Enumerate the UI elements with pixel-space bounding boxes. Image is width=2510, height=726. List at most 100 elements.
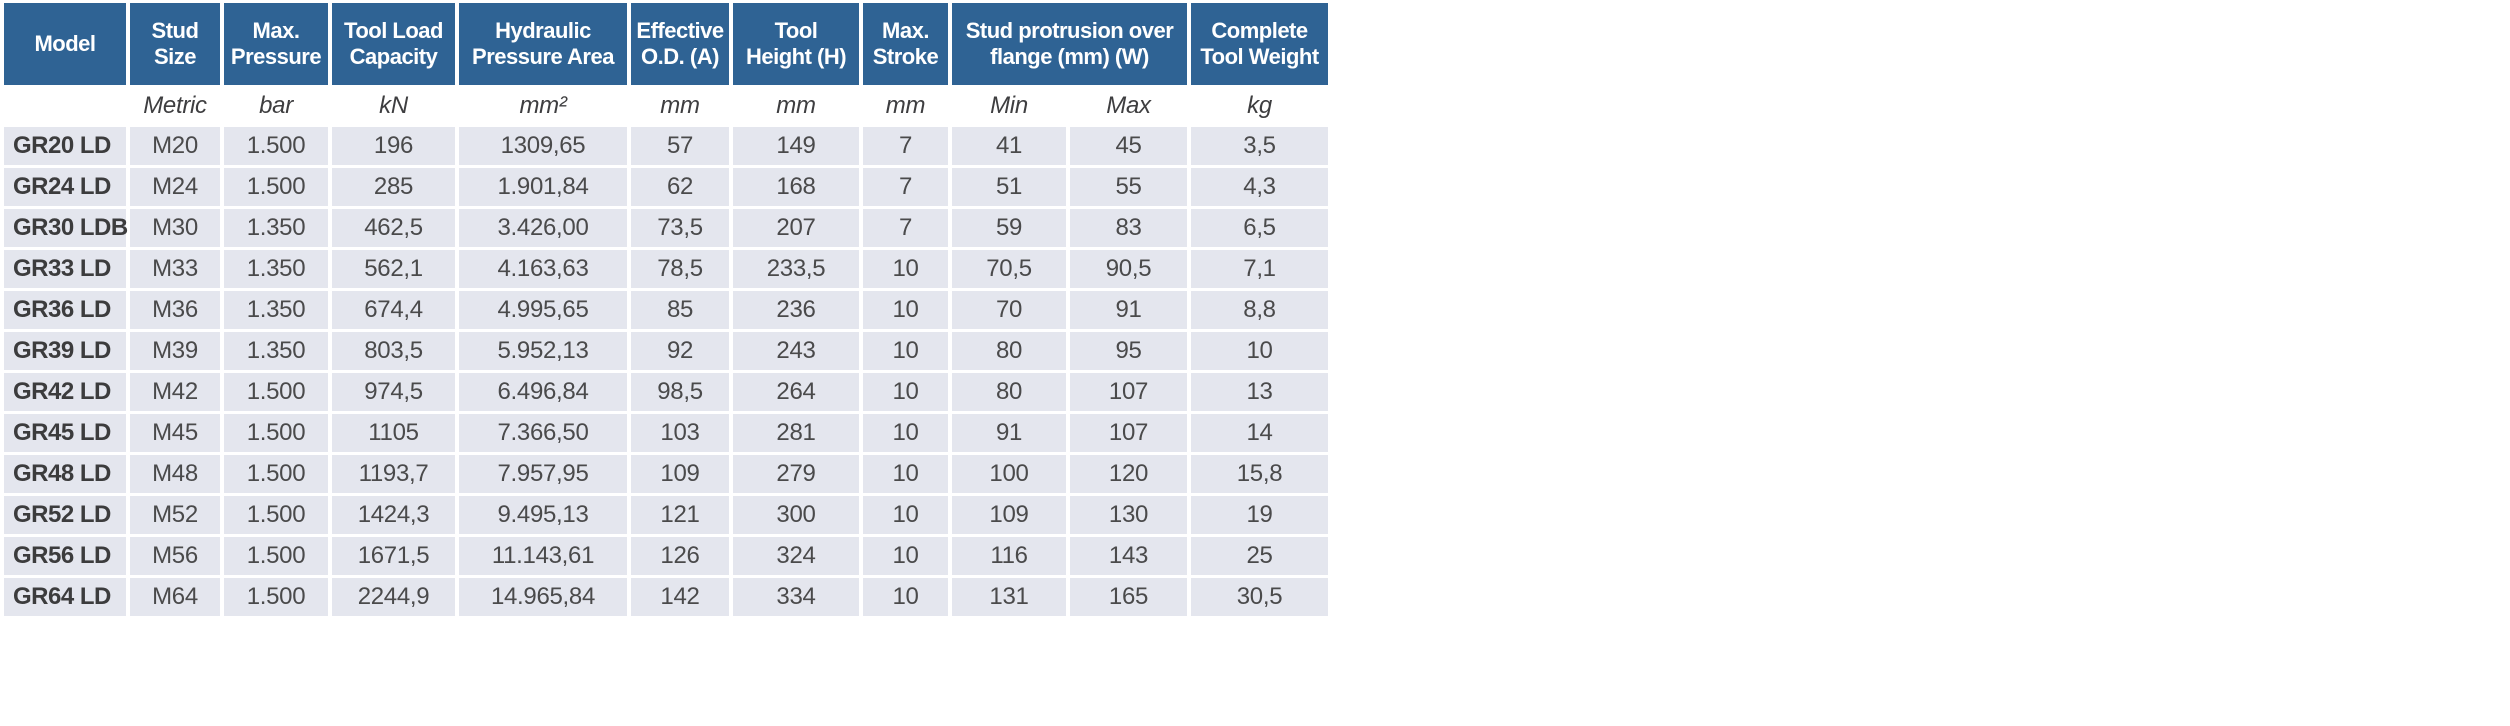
data-cell: 13: [1191, 373, 1328, 411]
col-header-stud-size: Stud Size: [130, 3, 220, 85]
table-row: GR33 LD M33 1.350 562,1 4.163,63 78,5 233,5 10 7…: [4, 250, 1328, 288]
model-cell: GR45 LD: [4, 414, 126, 452]
data-cell: 30,5: [1191, 578, 1328, 616]
data-cell: 10: [1191, 332, 1328, 370]
data-cell: 1.350: [224, 332, 328, 370]
table-body: GR20 LD M20 1.500 196 1309,65 57 149 7 41 45 3,5 GR…: [4, 127, 1328, 616]
data-cell: 5.952,13: [459, 332, 627, 370]
data-cell: M20: [130, 127, 220, 165]
data-cell: 233,5: [733, 250, 859, 288]
table-row: GR36 LD M36 1.350 674,4 4.995,65 85 236 10 70 91 8…: [4, 291, 1328, 329]
data-cell: M39: [130, 332, 220, 370]
model-cell: GR39 LD: [4, 332, 126, 370]
data-cell: 11.143,61: [459, 537, 627, 575]
col-header-effective-od: Effective O.D. (A): [631, 3, 729, 85]
table-row: GR20 LD M20 1.500 196 1309,65 57 149 7 41 45 3,5: [4, 127, 1328, 165]
model-cell: GR20 LD: [4, 127, 126, 165]
model-cell: GR33 LD: [4, 250, 126, 288]
table-row: GR52 LD M52 1.500 1424,3 9.495,13 121 300 10 109…: [4, 496, 1328, 534]
col-header-max-pressure: Max. Pressure: [224, 3, 328, 85]
data-cell: 90,5: [1070, 250, 1187, 288]
data-cell: 285: [332, 168, 455, 206]
table-row: GR45 LD M45 1.500 1105 7.366,50 103 281 10 91 107…: [4, 414, 1328, 452]
unit-model: [4, 88, 126, 124]
col-header-max-stroke: Max. Stroke: [863, 3, 948, 85]
col-header-hydraulic-pressure-area: Hydraulic Pressure Area: [459, 3, 627, 85]
data-cell: M52: [130, 496, 220, 534]
table-row: GR30 LDB M30 1.350 462,5 3.426,00 73,5 207 7 59 8…: [4, 209, 1328, 247]
data-cell: 80: [952, 373, 1066, 411]
data-cell: 6.496,84: [459, 373, 627, 411]
data-cell: 130: [1070, 496, 1187, 534]
data-cell: 121: [631, 496, 729, 534]
data-cell: 6,5: [1191, 209, 1328, 247]
data-cell: 45: [1070, 127, 1187, 165]
data-cell: 126: [631, 537, 729, 575]
data-cell: 91: [1070, 291, 1187, 329]
data-cell: 4,3: [1191, 168, 1328, 206]
unit-max-pressure: bar: [224, 88, 328, 124]
data-cell: 1.350: [224, 291, 328, 329]
data-cell: 196: [332, 127, 455, 165]
model-cell: GR56 LD: [4, 537, 126, 575]
data-cell: 143: [1070, 537, 1187, 575]
unit-protrusion-min: Min: [952, 88, 1066, 124]
model-cell: GR36 LD: [4, 291, 126, 329]
data-cell: 243: [733, 332, 859, 370]
model-cell: GR64 LD: [4, 578, 126, 616]
tool-spec-table: Model Stud Size Max. Pressure Tool Load …: [0, 0, 1332, 619]
data-cell: 103: [631, 414, 729, 452]
data-cell: 1.350: [224, 209, 328, 247]
data-cell: 73,5: [631, 209, 729, 247]
model-cell: GR24 LD: [4, 168, 126, 206]
unit-complete-tool-weight: kg: [1191, 88, 1328, 124]
unit-effective-od: mm: [631, 88, 729, 124]
data-cell: 70,5: [952, 250, 1066, 288]
table-row: GR56 LD M56 1.500 1671,5 11.143,61 126 324 10 11…: [4, 537, 1328, 575]
data-cell: 107: [1070, 414, 1187, 452]
data-cell: 264: [733, 373, 859, 411]
data-cell: 59: [952, 209, 1066, 247]
data-cell: 300: [733, 496, 859, 534]
data-cell: 10: [863, 455, 948, 493]
data-cell: 279: [733, 455, 859, 493]
unit-tool-height: mm: [733, 88, 859, 124]
data-cell: 8,8: [1191, 291, 1328, 329]
data-cell: 120: [1070, 455, 1187, 493]
col-header-stud-protrusion: Stud protrusion over flange (mm) (W): [952, 3, 1187, 85]
data-cell: 149: [733, 127, 859, 165]
data-cell: 974,5: [332, 373, 455, 411]
col-header-model: Model: [4, 3, 126, 85]
unit-tool-load-capacity: kN: [332, 88, 455, 124]
data-cell: 10: [863, 578, 948, 616]
model-cell: GR30 LDB: [4, 209, 128, 247]
table-row: GR39 LD M39 1.350 803,5 5.952,13 92 243 10 80 95 1…: [4, 332, 1328, 370]
data-cell: 1.500: [224, 455, 328, 493]
data-cell: 4.995,65: [459, 291, 627, 329]
data-cell: 1.350: [224, 250, 328, 288]
data-cell: 7.366,50: [459, 414, 627, 452]
data-cell: 562,1: [332, 250, 455, 288]
data-cell: 10: [863, 332, 948, 370]
data-cell: 324: [733, 537, 859, 575]
data-cell: 109: [631, 455, 729, 493]
data-cell: 165: [1070, 578, 1187, 616]
data-cell: 55: [1070, 168, 1187, 206]
data-cell: 100: [952, 455, 1066, 493]
data-cell: 15,8: [1191, 455, 1328, 493]
data-cell: 1.500: [224, 168, 328, 206]
data-cell: 1.500: [224, 414, 328, 452]
data-cell: 85: [631, 291, 729, 329]
data-cell: 1.500: [224, 578, 328, 616]
col-header-tool-height: Tool Height (H): [733, 3, 859, 85]
data-cell: 1.500: [224, 373, 328, 411]
data-cell: 95: [1070, 332, 1187, 370]
col-header-complete-tool-weight: Complete Tool Weight: [1191, 3, 1328, 85]
data-cell: 7.957,95: [459, 455, 627, 493]
table-row: GR24 LD M24 1.500 285 1.901,84 62 168 7 51 55 4,3: [4, 168, 1328, 206]
data-cell: 10: [863, 291, 948, 329]
data-cell: 3,5: [1191, 127, 1328, 165]
data-cell: M42: [130, 373, 220, 411]
data-cell: 9.495,13: [459, 496, 627, 534]
